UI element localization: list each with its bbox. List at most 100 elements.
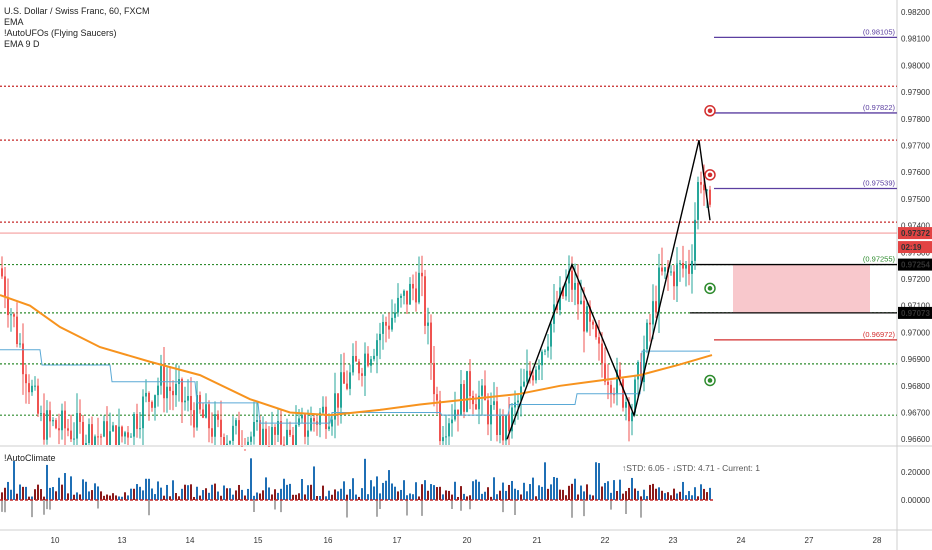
climate-bar (337, 491, 339, 500)
climate-bar (325, 496, 327, 500)
time-tick-label: 23 (669, 536, 678, 545)
indicator-ema[interactable]: EMA (4, 17, 24, 27)
candle-body (700, 182, 702, 185)
climate-bar (697, 496, 699, 500)
climate-bar (391, 483, 393, 500)
climate-bar (196, 486, 198, 500)
candle-body (136, 414, 138, 429)
climate-bar (529, 484, 531, 500)
climate-bar (598, 463, 600, 500)
chart-legend: U.S. Dollar / Swiss Franc, 60, FXCM EMA … (4, 6, 150, 50)
price-badge-label: 0.97073 (901, 309, 930, 318)
candle-body (220, 419, 222, 438)
candle-body (352, 355, 354, 373)
price-tick-label: 0.97500 (901, 195, 930, 204)
climate-bar (523, 482, 525, 500)
candle-body (655, 301, 657, 313)
price-badge-label: 02:19 (901, 243, 922, 252)
candle-body (190, 396, 192, 411)
climate-bar (418, 496, 420, 500)
climate-bar (109, 495, 111, 500)
candle-body (694, 219, 696, 261)
candle-body (361, 373, 363, 376)
candle-body (184, 400, 186, 403)
candle-body (400, 295, 402, 298)
candle-body (454, 409, 456, 420)
price-tick-label: 0.96700 (901, 409, 930, 418)
climate-bar (673, 488, 675, 500)
climate-bar (181, 488, 183, 500)
candle-body (412, 283, 414, 289)
climate-bar (514, 488, 516, 500)
candle-body (643, 349, 645, 383)
indicator-ema9d[interactable]: EMA 9 D (4, 39, 40, 49)
climate-bar (346, 494, 348, 500)
candle-body (370, 359, 372, 366)
candle-body (154, 395, 156, 408)
price-badge-label: 0.97372 (901, 229, 930, 238)
candle-body (307, 430, 309, 437)
candle-body (556, 304, 558, 310)
candle-body (490, 404, 492, 425)
candle-body (79, 413, 81, 422)
symbol-title[interactable]: U.S. Dollar / Swiss Franc, 60, FXCM (4, 6, 150, 16)
price-tick-label: 0.98100 (901, 35, 930, 44)
autoclimate-label[interactable]: !AutoClimate (4, 453, 56, 463)
candle-body (142, 396, 144, 429)
climate-bar (133, 488, 135, 500)
candle-body (481, 385, 483, 396)
candle-body (25, 374, 27, 384)
climate-bar (499, 490, 501, 500)
climate-bar (409, 493, 411, 500)
target-level-label: (0.97539) (863, 178, 896, 187)
candle-body (160, 366, 162, 386)
candle-body (358, 361, 360, 374)
climate-bar (472, 481, 474, 500)
candle-body (631, 412, 633, 422)
candle-body (148, 392, 150, 402)
climate-bar (112, 493, 114, 500)
candle-body (703, 184, 705, 191)
climate-bar (661, 490, 663, 500)
price-tick-label: 0.96800 (901, 382, 930, 391)
climate-bar (10, 489, 12, 500)
candle-body (541, 351, 543, 366)
candle-body (424, 276, 426, 326)
climate-bar (184, 484, 186, 500)
candle-body (511, 407, 513, 432)
climate-bar (73, 494, 75, 500)
climate-bar (379, 493, 381, 500)
candle-body (532, 375, 534, 381)
indicator-autoufos[interactable]: !AutoUFOs (Flying Saucers) (4, 28, 117, 38)
climate-bar (118, 496, 120, 500)
candle-body (166, 386, 168, 399)
climate-bar (208, 492, 210, 500)
candle-body (256, 420, 258, 422)
candle-body (310, 418, 312, 431)
climate-bar (100, 491, 102, 500)
climate-bar (691, 495, 693, 500)
candle-body (49, 410, 51, 422)
candle-body (52, 420, 54, 422)
climate-bar (466, 496, 468, 500)
candle-body (382, 321, 384, 334)
ufo-marker-ring (704, 105, 716, 117)
climate-bar (625, 491, 627, 500)
climate-bar (151, 488, 153, 500)
climate-bar (607, 481, 609, 500)
time-tick-label: 15 (254, 536, 263, 545)
climate-bar (595, 462, 597, 500)
candle-body (421, 272, 423, 277)
climate-bar (385, 480, 387, 500)
climate-bar (13, 461, 15, 500)
candle-body (82, 421, 84, 445)
climate-bar (424, 480, 426, 500)
climate-bar (259, 493, 261, 500)
climate-bar (262, 490, 264, 500)
climate-bar (628, 487, 630, 500)
candle-body (544, 350, 546, 352)
candle-body (505, 414, 507, 441)
climate-bar (565, 495, 567, 500)
candle-body (91, 424, 93, 445)
